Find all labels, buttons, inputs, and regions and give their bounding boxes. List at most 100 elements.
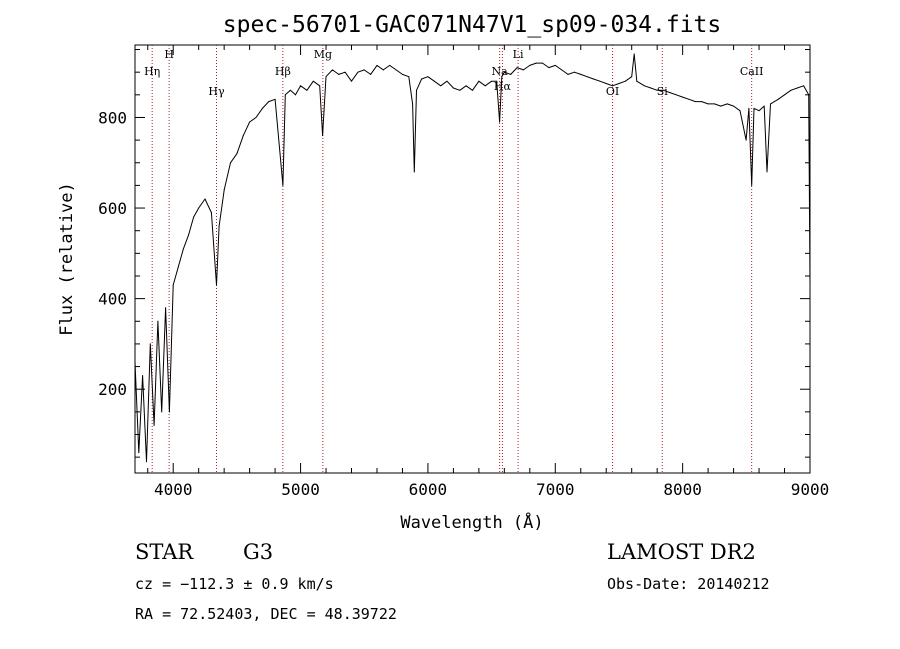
x-tick-label: 4000 (154, 480, 193, 499)
spectrum-point (413, 171, 415, 173)
spectrum-point (415, 89, 417, 91)
spectrum-point (707, 103, 709, 105)
spectrum-point (465, 85, 467, 87)
plot-area: Hη H Hγ Hβ Mg Na Hα Li OI Si CaII 4000 5000 6000 7000… (98, 44, 830, 499)
spectrum-point (586, 76, 588, 78)
spectrum-point (268, 101, 270, 103)
spectrum-point (331, 69, 333, 71)
spectrum-point (770, 103, 772, 105)
spectrum-point (554, 64, 556, 66)
spectrum-point (395, 69, 397, 71)
survey-name: LAMOST DR2 (607, 540, 756, 564)
spectrum-point (216, 284, 218, 286)
spectrum-point (452, 87, 454, 89)
spectrum-point (567, 73, 569, 75)
spectrum-point (312, 80, 314, 82)
spectrum-point (777, 98, 779, 100)
line-marker-label: Na (492, 65, 509, 78)
spectrum-point (382, 69, 384, 71)
spectrum-point (408, 76, 410, 78)
spectrum-point (796, 87, 798, 89)
spectrum-point (376, 64, 378, 66)
spectrum-point (803, 85, 805, 87)
spectrum-point (401, 73, 403, 75)
x-tick-label: 6000 (409, 480, 448, 499)
spectrum-point (145, 461, 147, 463)
spectrum-point (650, 87, 652, 89)
spectrum-point (351, 80, 353, 82)
spectrum-point (663, 89, 665, 91)
spectrum-point (656, 89, 658, 91)
spectrum-point (255, 116, 257, 118)
x-tick-label: 9000 (791, 480, 830, 499)
spectrum-point (612, 85, 614, 87)
spectrum-point (325, 76, 327, 78)
y-axis-ticks: 200 400 600 800 (98, 49, 810, 458)
spectrum-point (433, 80, 435, 82)
spectrum-series (134, 53, 811, 463)
spectrum-point (306, 89, 308, 91)
spectrum-point (499, 121, 501, 123)
line-marker-label: CaII (740, 65, 764, 78)
spectrum-point (529, 64, 531, 66)
spectrum-point (319, 85, 321, 87)
x-tick-label: 8000 (663, 480, 702, 499)
spectrum-point (161, 411, 163, 413)
spectrum-point (592, 78, 594, 80)
x-tick-label: 7000 (536, 480, 575, 499)
spectrum-point (535, 62, 537, 64)
spectrum-point (165, 307, 167, 309)
line-marker-label: Si (657, 85, 669, 98)
line-markers: Hη H Hγ Hβ Mg Na Hα Li OI Si CaII (144, 45, 764, 473)
line-marker-label: OI (606, 85, 619, 98)
spectrum-point (168, 411, 170, 413)
spectrum-point (421, 78, 423, 80)
spectrum-point (138, 452, 140, 454)
spectrum-point (289, 89, 291, 91)
spectrum-point (153, 424, 155, 426)
spectrum-point (218, 225, 220, 227)
spectrum-point (242, 135, 244, 137)
line-marker-label: Hγ (208, 85, 225, 98)
obs-date: Obs-Date: 20140212 (607, 575, 770, 593)
spectrum-point (472, 89, 473, 91)
spectrum-point (282, 184, 284, 186)
spectrum-point (643, 85, 645, 87)
x-tick-label: 5000 (281, 480, 320, 499)
spectrum-point (763, 105, 765, 107)
spectrum-point (624, 80, 626, 82)
spectrum-point (149, 343, 151, 345)
spectrum-point (713, 103, 715, 105)
spectrum-point (510, 73, 512, 75)
spectrum-point (748, 107, 750, 109)
y-tick-label: 200 (98, 380, 127, 399)
x-axis-label: Wavelength (Å) (400, 511, 543, 533)
spectrum-point (758, 110, 760, 112)
spectrum-point (193, 216, 195, 218)
spectrum-point (198, 207, 200, 209)
spectrum-point (701, 101, 703, 103)
spectrum-point (187, 234, 189, 236)
spectrum-point (503, 71, 505, 73)
spectrum-point (204, 198, 206, 200)
line-marker-label: Li (513, 48, 524, 61)
spectrum-point (675, 94, 677, 96)
spectrum-point (182, 248, 184, 250)
spectrum-point (688, 98, 690, 100)
spectral-subclass: G3 (243, 540, 273, 564)
spectrum-point (745, 139, 747, 141)
spectrum-point (412, 103, 414, 105)
spectrum-point (344, 71, 346, 73)
spectrum-point (294, 94, 296, 96)
spectrum-point (694, 101, 696, 103)
spectrum-point (363, 69, 365, 71)
spectrum-point (633, 53, 635, 55)
spectrum-point (440, 85, 442, 87)
line-marker-label: Hα (494, 80, 512, 93)
chart-title: spec-56701-GAC071N47V1_sp09-034.fits (223, 12, 722, 38)
spectrum-point (739, 110, 741, 112)
spectrum-point (210, 212, 212, 214)
spectrum-point (177, 266, 179, 268)
spectrum-line (134, 53, 811, 463)
